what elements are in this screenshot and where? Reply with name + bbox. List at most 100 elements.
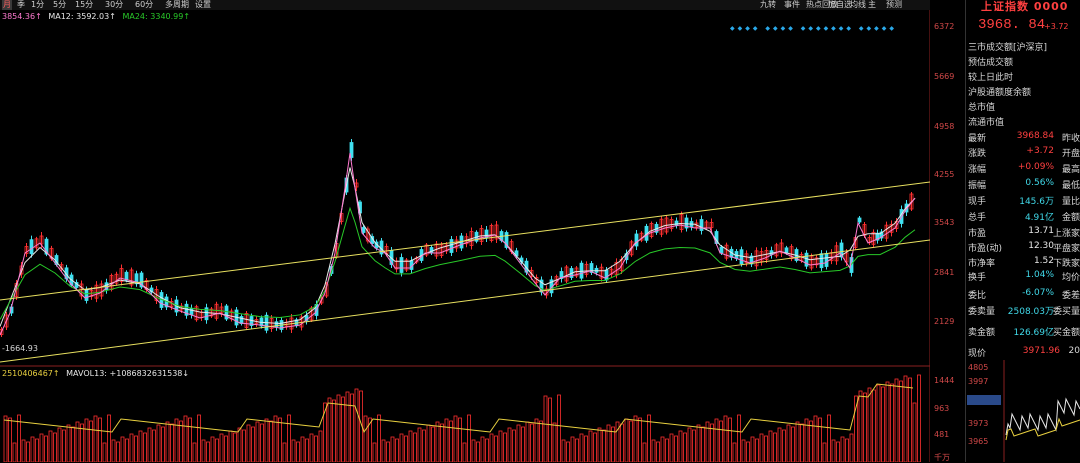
volume-bar — [93, 415, 98, 462]
candle-body — [564, 266, 569, 282]
market-info-item: 流通市值 — [968, 118, 1005, 128]
volume-bar — [890, 383, 894, 462]
candle-body — [699, 219, 704, 231]
volume-bar — [395, 438, 399, 462]
candle-body — [139, 272, 144, 288]
volume-bar — [881, 386, 885, 462]
mini-tick: 4805 — [968, 363, 988, 372]
quote-label: 卖金额 — [968, 328, 996, 338]
volume-bar — [17, 414, 21, 462]
volume-bar — [224, 435, 228, 462]
volume-bar — [345, 391, 350, 462]
volume-bar — [21, 439, 26, 462]
volume-bar — [701, 426, 705, 462]
mini-avg-line — [1005, 417, 1080, 441]
volume-bar — [912, 402, 917, 462]
candle-body — [94, 284, 99, 299]
volume-bar — [327, 397, 332, 462]
volume-bar — [462, 442, 467, 462]
period-tab-7[interactable]: 多周期 — [165, 0, 189, 9]
intraday-mini-chart[interactable]: 48053997398439733965 — [966, 360, 1080, 462]
period-tab-5[interactable]: 30分 — [105, 0, 124, 9]
volume-bar — [530, 423, 534, 462]
period-tab-8[interactable]: 设置 — [195, 0, 211, 9]
period-tab-2[interactable]: 1分 — [31, 0, 45, 9]
volume-bar — [521, 426, 525, 462]
candle-body — [684, 217, 689, 229]
quote-field: 最低 — [1061, 181, 1080, 191]
toolbar-button-3[interactable]: 加自选 — [828, 0, 852, 9]
candle-body — [814, 257, 819, 266]
volume-bar — [386, 441, 390, 462]
quote-row: 振幅 0.56% 最低 — [968, 178, 1080, 191]
volume-bar — [768, 430, 773, 462]
volume-bar — [876, 384, 881, 462]
volume-bar — [296, 441, 300, 462]
volume-bar — [390, 436, 395, 462]
ma-fast-line — [0, 152, 916, 336]
quote-value: 126.69亿 — [1013, 328, 1055, 338]
volume-bar — [692, 429, 696, 462]
volume-bar — [755, 438, 759, 462]
quote-field: 均价 — [1061, 273, 1080, 283]
volume-bar — [152, 429, 156, 462]
quote-label: 涨跌 — [968, 149, 987, 159]
toolbar-button-0[interactable]: 九转 — [760, 0, 776, 9]
volume-bar — [867, 387, 872, 462]
volume-bar — [773, 432, 777, 462]
volume-tick: 481 — [934, 430, 950, 439]
toolbar-button-1[interactable]: 事件 — [784, 0, 800, 9]
toolbar-button-2[interactable]: 热点回放 — [806, 0, 838, 9]
volume-bar — [251, 426, 255, 462]
price-tick: 6372 — [934, 22, 955, 31]
volume-bar — [30, 436, 35, 462]
period-tab-1[interactable]: 季 — [17, 0, 25, 9]
quote-field: 最高 — [1061, 165, 1080, 175]
volume-bar — [656, 441, 660, 462]
volume-bar — [125, 438, 129, 462]
now-price-value: 3971.96 — [1022, 346, 1060, 356]
volume-bar — [611, 426, 615, 462]
quote-value: 12.30 — [1028, 241, 1054, 251]
volume-bar — [845, 438, 849, 462]
volume-bar — [44, 435, 48, 462]
volume-bar — [156, 424, 161, 462]
toolbar-button-5[interactable]: 主 — [868, 0, 876, 9]
volume-bar — [872, 389, 876, 462]
volume-bar — [282, 442, 287, 462]
volume-bar — [620, 423, 624, 462]
volume-bar — [804, 418, 809, 462]
volume-bar — [723, 415, 728, 462]
volume-bar — [557, 394, 561, 462]
candle-body — [219, 306, 224, 314]
candle-body — [204, 307, 209, 321]
toolbar-button-6[interactable]: 预测 — [886, 0, 902, 9]
kline-chart[interactable] — [0, 10, 930, 462]
volume-bar — [237, 427, 242, 462]
period-tab-6[interactable]: 60分 — [135, 0, 154, 9]
volume-bar — [548, 397, 552, 462]
ma12-value: MA12: 3592.03↑ — [48, 12, 116, 21]
volume-bar — [309, 433, 314, 462]
period-tab-3[interactable]: 5分 — [53, 0, 67, 9]
volume-bar — [570, 436, 575, 462]
volume-bar — [363, 415, 368, 462]
period-tab-0[interactable]: 月 — [2, 0, 12, 10]
toolbar-button-4[interactable]: 均线 — [850, 0, 866, 9]
mini-price-highlight — [967, 395, 1001, 405]
candle-body — [134, 273, 139, 285]
mini-price-line — [1005, 397, 1080, 436]
volume-bar — [633, 415, 638, 462]
volume-bar — [188, 417, 192, 462]
quote-value: 4.91亿 — [1024, 213, 1054, 223]
volume-bar — [840, 436, 845, 462]
candle-body — [599, 266, 604, 279]
low-price-label: -1664.93 — [2, 344, 38, 353]
ma-legend: 3854.36↑ MA12: 3592.03↑ MA24: 3340.99↑ — [2, 12, 194, 21]
volume-bar — [741, 439, 746, 462]
candle-body — [399, 257, 404, 273]
period-tab-4[interactable]: 15分 — [75, 0, 94, 9]
volume-bar — [35, 438, 39, 462]
quote-value: 1.52 — [1033, 256, 1054, 266]
candle-body — [0, 329, 4, 335]
